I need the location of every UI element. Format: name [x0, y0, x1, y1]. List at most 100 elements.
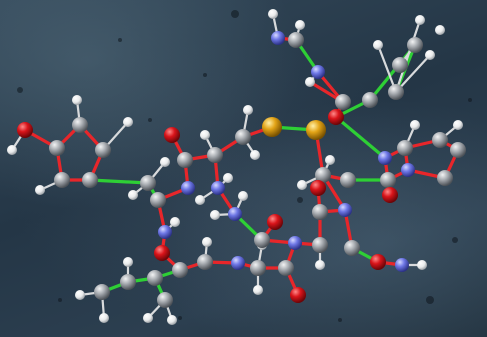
carbon-atom	[335, 94, 351, 110]
bonds	[10, 12, 460, 322]
hydrogen-atom	[295, 20, 305, 30]
hydrogen-atom	[128, 190, 138, 200]
hydrogen-atom	[268, 9, 278, 19]
carbon-atom	[94, 284, 110, 300]
carbon-atom	[172, 262, 188, 278]
hydrogen-atom	[325, 155, 335, 165]
hydrogen-atom	[238, 191, 248, 201]
hydrogen-atom	[99, 313, 109, 323]
hydrogen-atom	[35, 185, 45, 195]
sulfur-atom	[306, 120, 326, 140]
hydrogen-atom	[315, 260, 325, 270]
carbon-atom	[49, 140, 65, 156]
carbon-atom	[177, 152, 193, 168]
sulfur-atom	[262, 117, 282, 137]
oxygen-atom	[370, 254, 386, 270]
hydrogen-bond	[394, 53, 432, 94]
oxygen-atom	[17, 122, 33, 138]
hydrogen-atom	[253, 285, 263, 295]
side_chain-bond	[88, 178, 150, 185]
hydrogen-atom	[170, 217, 180, 227]
nitrogen-atom	[228, 207, 242, 221]
carbon-atom	[82, 172, 98, 188]
hydrogen-atom	[123, 257, 133, 267]
oxygen-atom	[310, 180, 326, 196]
nitrogen-atom	[288, 236, 302, 250]
background-specks	[17, 10, 472, 322]
hydrogen-atom	[410, 120, 420, 130]
hydrogen-atom	[417, 260, 427, 270]
oxygen-atom	[154, 245, 170, 261]
hydrogen-atom	[435, 25, 445, 35]
carbon-atom	[432, 132, 448, 148]
hydrogen-atom	[305, 77, 315, 87]
hydrogen-atom	[202, 237, 212, 247]
carbon-atom	[120, 274, 136, 290]
carbon-atom	[235, 129, 251, 145]
carbon-atom	[362, 92, 378, 108]
carbon-atom	[437, 170, 453, 186]
atoms	[7, 9, 466, 325]
nitrogen-atom	[395, 258, 409, 272]
hydrogen-atom	[143, 313, 153, 323]
carbon-atom	[397, 140, 413, 156]
side_chain-bond	[334, 115, 387, 160]
hydrogen-atom	[250, 150, 260, 160]
carbon-atom	[147, 270, 163, 286]
nitrogen-atom	[271, 31, 285, 45]
oxygen-atom	[382, 187, 398, 203]
hydrogen-atom	[72, 95, 82, 105]
hydrogen-atom	[210, 210, 220, 220]
carbon-atom	[380, 172, 396, 188]
oxygen-atom	[290, 287, 306, 303]
hydrogen-atom	[195, 195, 205, 205]
hydrogen-atom	[415, 15, 425, 25]
carbon-atom	[207, 147, 223, 163]
carbon-atom	[95, 142, 111, 158]
hydrogen-atom	[425, 50, 435, 60]
carbon-atom	[288, 32, 304, 48]
nitrogen-atom	[158, 225, 172, 239]
hydrogen-atom	[75, 290, 85, 300]
nitrogen-atom	[338, 203, 352, 217]
oxygen-atom	[267, 214, 283, 230]
carbon-atom	[407, 37, 423, 53]
carbon-atom	[340, 172, 356, 188]
hydrogen-atom	[160, 157, 170, 167]
carbon-atom	[450, 142, 466, 158]
carbon-atom	[344, 240, 360, 256]
hydrogen-atom	[123, 117, 133, 127]
nitrogen-atom	[401, 163, 415, 177]
carbon-atom	[312, 204, 328, 220]
carbon-atom	[250, 260, 266, 276]
hydrogen-atom	[243, 105, 253, 115]
carbon-atom	[254, 232, 270, 248]
carbon-atom	[150, 192, 166, 208]
carbon-atom	[278, 260, 294, 276]
carbon-atom	[197, 254, 213, 270]
nitrogen-atom	[378, 151, 392, 165]
nitrogen-atom	[311, 65, 325, 79]
carbon-atom	[157, 292, 173, 308]
carbon-atom	[315, 167, 331, 183]
carbon-atom	[54, 172, 70, 188]
hydrogen-atom	[373, 40, 383, 50]
hydrogen-atom	[7, 145, 17, 155]
hydrogen-atom	[167, 315, 177, 325]
nitrogen-atom	[211, 181, 225, 195]
carbon-atom	[140, 175, 156, 191]
hydrogen-atom	[297, 180, 307, 190]
carbon-atom	[72, 117, 88, 133]
carbon-atom	[388, 84, 404, 100]
oxygen-atom	[164, 127, 180, 143]
carbon-atom	[392, 57, 408, 73]
hydrogen-atom	[223, 173, 233, 183]
nitrogen-atom	[181, 181, 195, 195]
hydrogen-bond	[376, 43, 398, 94]
hydrogen-atom	[453, 120, 463, 130]
hydrogen-bond	[394, 18, 422, 94]
oxygen-atom	[328, 109, 344, 125]
carbon-atom	[312, 237, 328, 253]
